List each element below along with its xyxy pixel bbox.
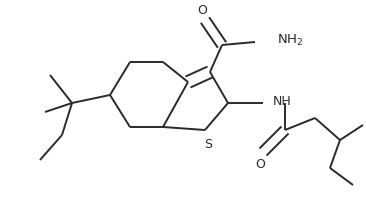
Text: S: S xyxy=(204,137,212,151)
Text: O: O xyxy=(197,4,207,16)
Text: O: O xyxy=(255,157,265,170)
Text: NH: NH xyxy=(273,95,292,107)
Text: NH$_2$: NH$_2$ xyxy=(277,32,303,48)
